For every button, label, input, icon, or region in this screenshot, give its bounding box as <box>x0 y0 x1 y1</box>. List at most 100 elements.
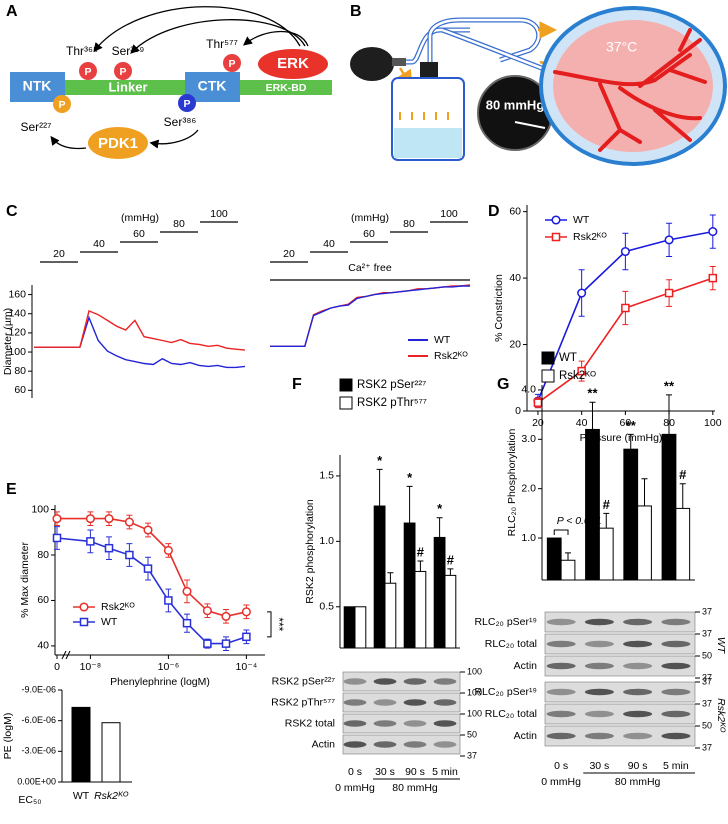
blot-band <box>546 618 576 626</box>
blot-band <box>584 710 614 718</box>
y-tick-label: 60 <box>14 384 26 396</box>
mw-label: 100 <box>467 666 482 676</box>
annotation: # <box>679 467 687 482</box>
legend-marker <box>79 602 89 612</box>
annotation: ** <box>587 386 598 401</box>
y-tick-label: 0.5 <box>319 601 334 613</box>
annotation: * <box>437 501 443 516</box>
x-tick-label: 0 <box>54 661 60 673</box>
y-axis-label: RLC₂₀ Phosphorylation <box>506 429 518 537</box>
phospho-site <box>114 62 132 80</box>
blot-label: RLC₂₀ pSer¹⁹ <box>474 616 537 628</box>
annotation: # <box>603 497 611 512</box>
genotype-label: Rsk2ᴷᴼ <box>715 698 727 733</box>
significance-label: *** <box>272 617 286 631</box>
mw-label: 100 <box>467 708 482 718</box>
pdk1-label: PDK1 <box>98 135 138 152</box>
x-tick-label: 5 min <box>663 760 689 772</box>
mw-label: 37 <box>702 606 712 616</box>
blot-band <box>584 640 614 648</box>
annotation: ** <box>664 378 675 393</box>
ntk-domain <box>10 72 65 102</box>
blot-band <box>403 720 427 727</box>
x-tick-label: 30 s <box>589 760 609 772</box>
bar <box>414 570 427 649</box>
condition-label: 0 mmHg <box>541 776 581 788</box>
phospho-label: P <box>84 66 91 78</box>
blot-band <box>373 741 397 748</box>
marker <box>143 525 153 535</box>
blot-label: Actin <box>514 660 538 672</box>
bar <box>637 505 652 581</box>
bar <box>71 706 91 783</box>
arrow <box>242 30 309 47</box>
needle <box>514 121 546 129</box>
bar <box>585 428 600 581</box>
marker <box>708 273 718 283</box>
error-bar <box>679 483 686 509</box>
domain-label: NTK <box>23 78 52 94</box>
blot <box>342 671 461 692</box>
blot-band <box>623 640 653 648</box>
arrow <box>50 135 87 150</box>
panel-label: D <box>488 203 500 220</box>
phospho-site <box>178 94 196 112</box>
blot-label: RSK2 pSer²²⁷ <box>272 675 336 687</box>
blot-band <box>661 710 691 718</box>
tube <box>441 28 553 74</box>
x-tick-label: 30 s <box>375 766 395 778</box>
blot-band <box>546 688 576 696</box>
legend-label: WT <box>573 214 590 226</box>
error-bar <box>436 517 443 538</box>
marker <box>124 517 134 527</box>
x-tick-label: 40 <box>576 417 588 429</box>
marker <box>241 607 251 617</box>
marker <box>104 514 114 524</box>
blot-band <box>546 640 576 648</box>
cap <box>420 62 438 78</box>
blot-band <box>623 688 653 696</box>
marker <box>620 246 630 257</box>
bar <box>560 559 576 581</box>
step-label: 80 <box>403 218 415 230</box>
marker <box>577 288 587 298</box>
mw-label: 37 <box>702 742 712 752</box>
series-line <box>57 517 247 618</box>
x-tick-label: 5 min <box>432 766 458 778</box>
y-tick-label: 1.0 <box>319 535 334 547</box>
y-tick-label: 160 <box>8 288 26 300</box>
legend-label: WT <box>101 616 118 628</box>
panel-label: E <box>6 481 17 498</box>
trace <box>34 309 246 351</box>
x-tick-label: 100 <box>704 417 722 429</box>
marker <box>163 545 173 556</box>
bar <box>675 507 691 581</box>
condition-label: 0 mmHg <box>335 782 375 794</box>
arrow <box>93 6 301 53</box>
marker <box>577 366 586 376</box>
mw-label: 37 <box>702 672 712 682</box>
significance-bracket <box>267 611 272 638</box>
blot-band <box>343 678 367 685</box>
legend-label: Rsk2ᴷᴼ <box>101 601 135 613</box>
blot-band <box>343 699 367 706</box>
marker <box>104 543 114 553</box>
panel-label: A <box>6 3 18 20</box>
step-label: 60 <box>363 228 375 240</box>
blot-band <box>661 662 691 670</box>
trace <box>270 285 470 347</box>
blot-band <box>661 732 691 740</box>
bar <box>598 527 614 581</box>
phospho-label: P <box>183 98 190 110</box>
mw-label: 100 <box>467 687 482 697</box>
blot-band <box>373 720 397 727</box>
legend-label: WT <box>559 352 577 364</box>
x-tick-label: 10⁻⁴ <box>236 661 258 673</box>
phospho-label: P <box>228 58 235 70</box>
y-tick-label: -6.0E-06 <box>21 715 56 725</box>
y-tick-label: 0.00E+00 <box>17 776 56 786</box>
legend-label: Rsk2ᴷᴼ <box>573 231 607 243</box>
blot-band <box>623 618 653 626</box>
blot-band <box>546 710 576 718</box>
x-tick-label: 60 <box>620 417 632 429</box>
